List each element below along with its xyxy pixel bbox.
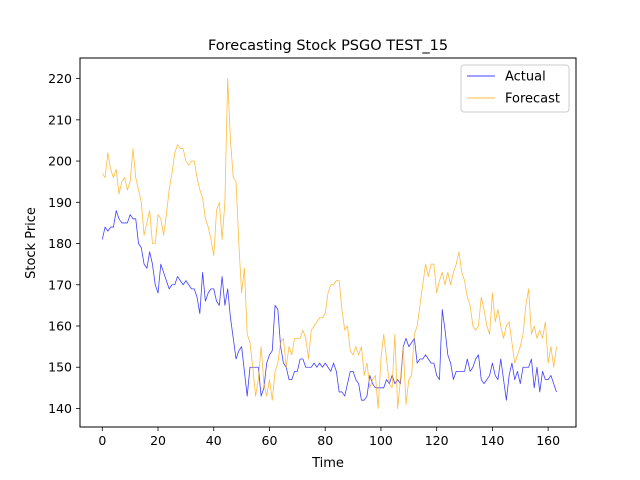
y-tick-label: 190 [48,195,72,210]
x-tick-label: 120 [425,433,449,448]
plot-frame [79,57,577,428]
x-axis-label: Time [311,456,344,471]
x-axis: 0 20 40 60 80 100 120 140 160 [98,427,560,448]
y-tick-label: 180 [48,236,72,251]
chart-title: Forecasting Stock PSGO TEST_15 [208,38,448,54]
legend-label-forecast: Forecast [505,92,560,107]
legend-label-actual: Actual [505,70,546,85]
legend: Actual Forecast [460,64,570,113]
y-tick-label: 220 [48,71,72,86]
x-tick-label: 100 [369,433,393,448]
y-axis-label: Stock Price [24,207,39,279]
y-axis: 140 150 160 170 180 190 200 210 220 [48,71,80,416]
series-line-forecast [101,78,557,409]
x-tick-label: 60 [262,433,278,448]
y-tick-label: 200 [48,154,72,169]
y-tick-label: 140 [48,401,72,416]
y-tick-label: 160 [48,318,72,333]
x-tick-label: 140 [480,433,504,448]
series-line-actual [101,210,557,401]
plot-area [79,57,577,428]
y-tick-label: 210 [48,112,72,127]
legend-box [460,64,570,113]
series-layer [101,78,557,409]
x-tick-label: 80 [317,433,333,448]
x-tick-label: 0 [98,433,106,448]
y-tick-label: 170 [48,277,72,292]
x-tick-label: 20 [150,433,166,448]
y-tick-label: 150 [48,360,72,375]
x-tick-label: 40 [206,433,222,448]
x-tick-label: 160 [536,433,560,448]
